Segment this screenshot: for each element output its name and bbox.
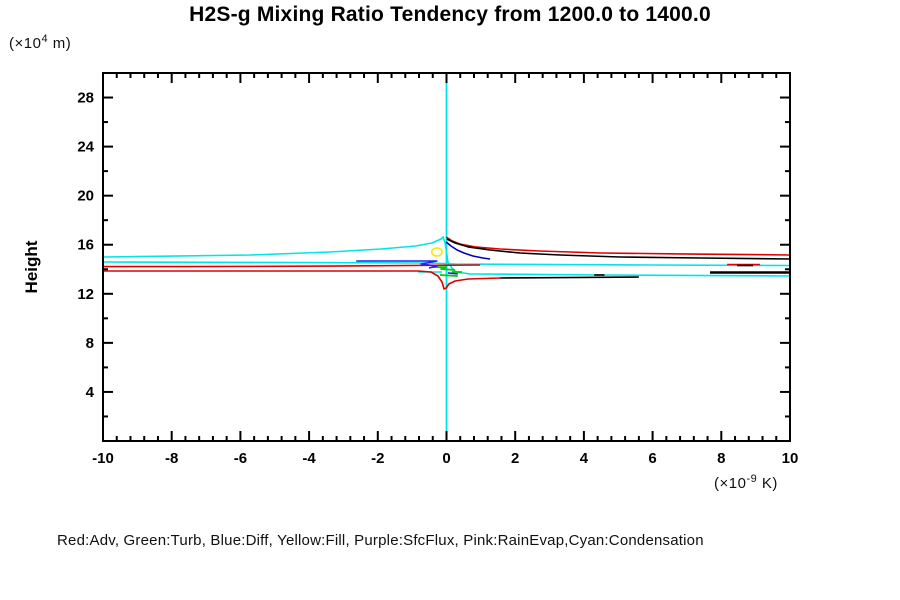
fill-contour-loop [430, 247, 443, 257]
black-bottom-line [500, 276, 639, 279]
y-tick-label: 16 [77, 237, 94, 254]
x-unit-superscript: -9 [746, 473, 758, 485]
x-unit-prefix: (×10 [714, 475, 747, 492]
x-tick-label: 10 [782, 450, 799, 467]
y-tick-label: 8 [86, 335, 94, 352]
turb-zigzag-2-line [439, 274, 458, 277]
condensation-mid-line [102, 261, 791, 267]
y-tick-label: 12 [77, 286, 94, 303]
y-axis-unit-label: (×104 m) [9, 33, 71, 52]
diff-left-line [356, 260, 438, 269]
x-tick-label: 0 [442, 450, 450, 467]
diff-right-stub-line [447, 272, 458, 275]
turb-zigzag-1-line [433, 266, 456, 271]
chart-title: H2S-g Mixing Ratio Tendency from 1200.0 … [189, 3, 711, 26]
x-tick-label: 6 [648, 450, 656, 467]
x-tick-label: -8 [165, 450, 178, 467]
x-tick-label: -10 [92, 450, 114, 467]
y-unit-suffix: m) [48, 35, 72, 52]
legend-text: Red:Adv, Green:Turb, Blue:Diff, Yellow:F… [57, 532, 704, 549]
x-tick-label: -4 [302, 450, 316, 467]
black-peak-right-line [446, 238, 791, 260]
adv-peak-right-line [445, 236, 791, 256]
x-tick-label: 8 [717, 450, 725, 467]
x-tick-label: -2 [371, 450, 384, 467]
y-unit-superscript: 4 [41, 33, 49, 45]
diff-peak-right-line [445, 241, 491, 260]
adv-lower-spike-line [103, 270, 501, 290]
condensation-upper-line [102, 236, 791, 277]
x-tick-label: 4 [580, 450, 589, 467]
y-unit-prefix: (×10 [9, 35, 42, 52]
y-tick-label: 24 [77, 139, 94, 156]
x-unit-suffix: K) [757, 475, 778, 492]
x-axis-unit-label: (×10-9 K) [714, 473, 778, 492]
x-tick-label: 2 [511, 450, 519, 467]
y-tick-label: 28 [77, 90, 94, 107]
x-tick-label: -6 [234, 450, 247, 467]
y-tick-label: 4 [86, 384, 95, 401]
y-tick-label: 20 [77, 188, 94, 205]
adv-upper-left-line [103, 264, 481, 268]
